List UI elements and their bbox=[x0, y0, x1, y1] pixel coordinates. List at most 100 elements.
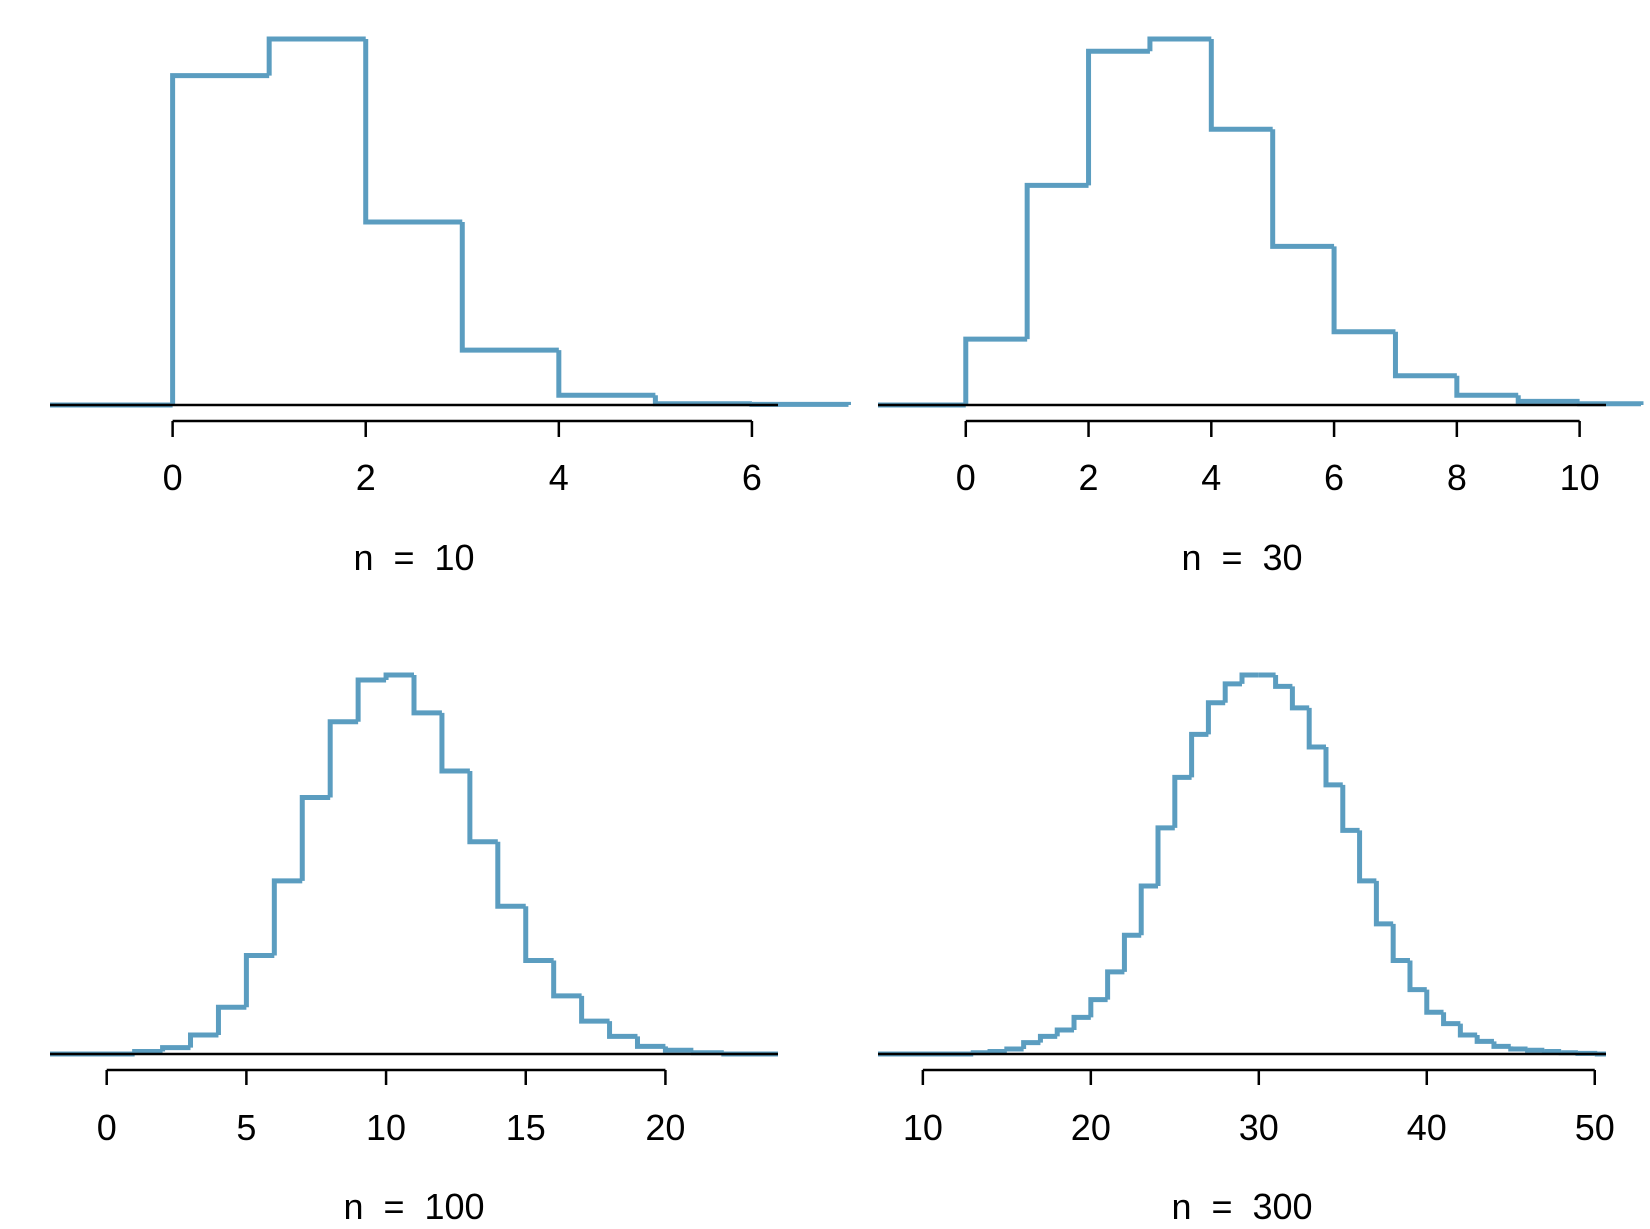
x-tick-label: 0 bbox=[97, 1107, 117, 1148]
histogram-bar bbox=[1525, 1047, 1545, 1053]
x-tick-label: 4 bbox=[549, 457, 569, 498]
histogram-bar bbox=[411, 675, 442, 716]
histogram-steps bbox=[50, 672, 778, 1057]
histogram-bar bbox=[1541, 1048, 1562, 1054]
x-axis-ticks: 0 5 10 15 20 bbox=[97, 1070, 685, 1148]
x-tick-label: 10 bbox=[1560, 457, 1600, 498]
histogram-bar bbox=[1071, 1014, 1091, 1030]
histogram-bar bbox=[1004, 1046, 1024, 1052]
histogram-bar bbox=[523, 906, 554, 964]
x-axis-ticks: 0 2 4 6 bbox=[163, 421, 762, 498]
histogram-bar bbox=[1392, 331, 1457, 379]
x-axis-label: n = 10 bbox=[353, 537, 474, 578]
histogram-bar bbox=[1024, 182, 1089, 340]
histogram-bar bbox=[1323, 747, 1343, 788]
x-tick-label: 20 bbox=[1071, 1107, 1111, 1148]
histogram-bar bbox=[266, 36, 366, 76]
histogram-bar bbox=[1457, 1023, 1478, 1038]
histogram-bar bbox=[1558, 1050, 1578, 1056]
histogram-bar bbox=[1155, 825, 1175, 886]
x-tick-label: 4 bbox=[1201, 457, 1221, 498]
panel-n-100: 0 5 10 15 20 n = 100 bbox=[50, 672, 778, 1227]
x-tick-label: 50 bbox=[1575, 1107, 1615, 1148]
histogram-bar bbox=[1021, 1040, 1041, 1049]
histogram-bar bbox=[188, 1032, 219, 1048]
x-axis-ticks: 0 2 4 6 8 10 bbox=[956, 421, 1600, 498]
histogram-bar bbox=[1205, 700, 1226, 735]
histogram-bar bbox=[1508, 1046, 1528, 1052]
x-tick-label: 2 bbox=[1079, 457, 1099, 498]
histogram-bar bbox=[1306, 707, 1326, 750]
histogram-bar bbox=[1121, 932, 1142, 972]
histogram-bar bbox=[1515, 395, 1580, 404]
histogram-bar bbox=[556, 350, 656, 398]
x-axis-label: n = 30 bbox=[1181, 537, 1302, 578]
histogram-bar bbox=[1239, 672, 1259, 684]
histogram-bar bbox=[1491, 1041, 1511, 1049]
histogram-bar bbox=[170, 73, 270, 405]
x-tick-label: 5 bbox=[236, 1107, 256, 1148]
histogram-bar bbox=[363, 39, 463, 225]
histogram-bar bbox=[1407, 960, 1427, 993]
histogram-bar bbox=[987, 1048, 1007, 1054]
histogram-bar bbox=[383, 672, 414, 681]
x-tick-label: 15 bbox=[506, 1107, 546, 1148]
x-axis-ticks: 10 20 30 40 50 bbox=[903, 1070, 1615, 1148]
histogram-bar bbox=[1086, 48, 1150, 186]
histogram-bar bbox=[243, 952, 275, 1008]
x-tick-label: 20 bbox=[645, 1107, 685, 1148]
histogram-bar bbox=[355, 677, 387, 722]
histogram-steps bbox=[50, 36, 851, 408]
histogram-steps bbox=[878, 672, 1606, 1057]
histogram-bar bbox=[1289, 686, 1310, 711]
histogram-bar bbox=[1474, 1035, 1494, 1044]
histogram-bar bbox=[1054, 1027, 1075, 1037]
histogram-bar bbox=[1270, 129, 1335, 249]
histogram-bar bbox=[1105, 969, 1125, 1000]
histogram-bar bbox=[1441, 1012, 1461, 1027]
x-tick-label: 0 bbox=[956, 457, 976, 498]
histogram-bar bbox=[160, 1045, 191, 1052]
histogram-bar bbox=[1454, 375, 1519, 398]
x-tick-label: 6 bbox=[1324, 457, 1344, 498]
histogram-bar bbox=[1577, 401, 1644, 407]
histogram-bar bbox=[1424, 989, 1444, 1015]
histogram-bar bbox=[579, 995, 610, 1024]
panel-n-10: 0 2 4 6 n = 10 bbox=[50, 36, 851, 578]
histogram-bar bbox=[1373, 880, 1394, 927]
panel-n-300: 10 20 30 40 50 n = 300 bbox=[878, 672, 1615, 1227]
histogram-bar bbox=[1222, 681, 1242, 703]
histogram-bar bbox=[1340, 784, 1360, 833]
histogram-bar bbox=[1088, 997, 1108, 1018]
histogram-bar bbox=[459, 222, 559, 353]
x-tick-label: 30 bbox=[1239, 1107, 1279, 1148]
histogram-steps bbox=[878, 36, 1644, 408]
histogram-bar bbox=[1390, 923, 1410, 964]
histogram-bar bbox=[1331, 246, 1396, 335]
x-tick-label: 10 bbox=[903, 1107, 943, 1148]
histogram-bar bbox=[607, 1021, 638, 1039]
x-tick-label: 6 bbox=[742, 457, 762, 498]
x-axis-label: n = 300 bbox=[1171, 1186, 1312, 1227]
x-tick-label: 2 bbox=[356, 457, 376, 498]
histogram-bar bbox=[652, 395, 752, 407]
histogram-bar bbox=[551, 960, 582, 999]
histogram-bar bbox=[1357, 830, 1377, 884]
x-tick-label: 8 bbox=[1447, 457, 1467, 498]
histogram-bar bbox=[327, 719, 359, 798]
histogram-bar bbox=[1138, 883, 1159, 936]
histogram-bar bbox=[1172, 774, 1192, 828]
x-tick-label: 10 bbox=[366, 1107, 406, 1148]
histogram-bar bbox=[271, 878, 303, 956]
histogram-bar bbox=[1273, 675, 1293, 689]
histogram-bar bbox=[495, 841, 526, 909]
histogram-bar bbox=[662, 1046, 694, 1053]
histogram-bar bbox=[1037, 1033, 1058, 1043]
histogram-bar bbox=[634, 1036, 666, 1049]
histogram-bar bbox=[1189, 731, 1209, 778]
x-axis-label: n = 100 bbox=[343, 1186, 484, 1227]
histogram-bar bbox=[1208, 39, 1273, 132]
histogram-bar bbox=[299, 795, 331, 881]
histogram-bar bbox=[963, 336, 1028, 405]
